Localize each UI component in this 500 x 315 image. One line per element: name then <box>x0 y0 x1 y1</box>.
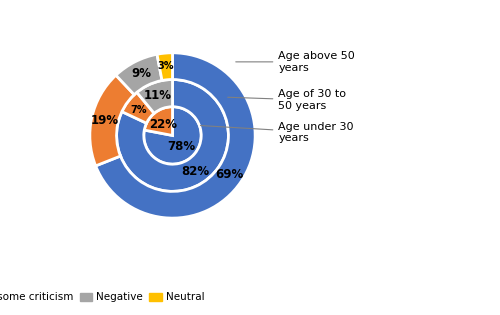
Wedge shape <box>122 92 154 123</box>
Text: Age of 30 to
50 years: Age of 30 to 50 years <box>228 89 346 111</box>
Text: 22%: 22% <box>150 118 178 131</box>
Wedge shape <box>137 79 172 113</box>
Wedge shape <box>157 53 172 81</box>
Text: Age under 30
years: Age under 30 years <box>200 122 354 143</box>
Text: 78%: 78% <box>168 140 196 153</box>
Text: 3%: 3% <box>158 61 174 72</box>
Wedge shape <box>116 54 162 95</box>
Text: 11%: 11% <box>144 89 172 102</box>
Text: 19%: 19% <box>91 114 119 127</box>
Wedge shape <box>96 53 255 218</box>
Text: 69%: 69% <box>216 168 244 181</box>
Text: Age above 50
years: Age above 50 years <box>236 51 355 73</box>
Text: 9%: 9% <box>131 67 151 80</box>
Wedge shape <box>90 75 134 166</box>
Wedge shape <box>144 107 172 135</box>
Legend: Positive, Positive with some criticism, Negative, Neutral: Positive, Positive with some criticism, … <box>0 288 209 306</box>
Text: 82%: 82% <box>181 165 209 178</box>
Wedge shape <box>116 79 228 192</box>
Text: 7%: 7% <box>131 105 148 114</box>
Wedge shape <box>144 107 201 164</box>
